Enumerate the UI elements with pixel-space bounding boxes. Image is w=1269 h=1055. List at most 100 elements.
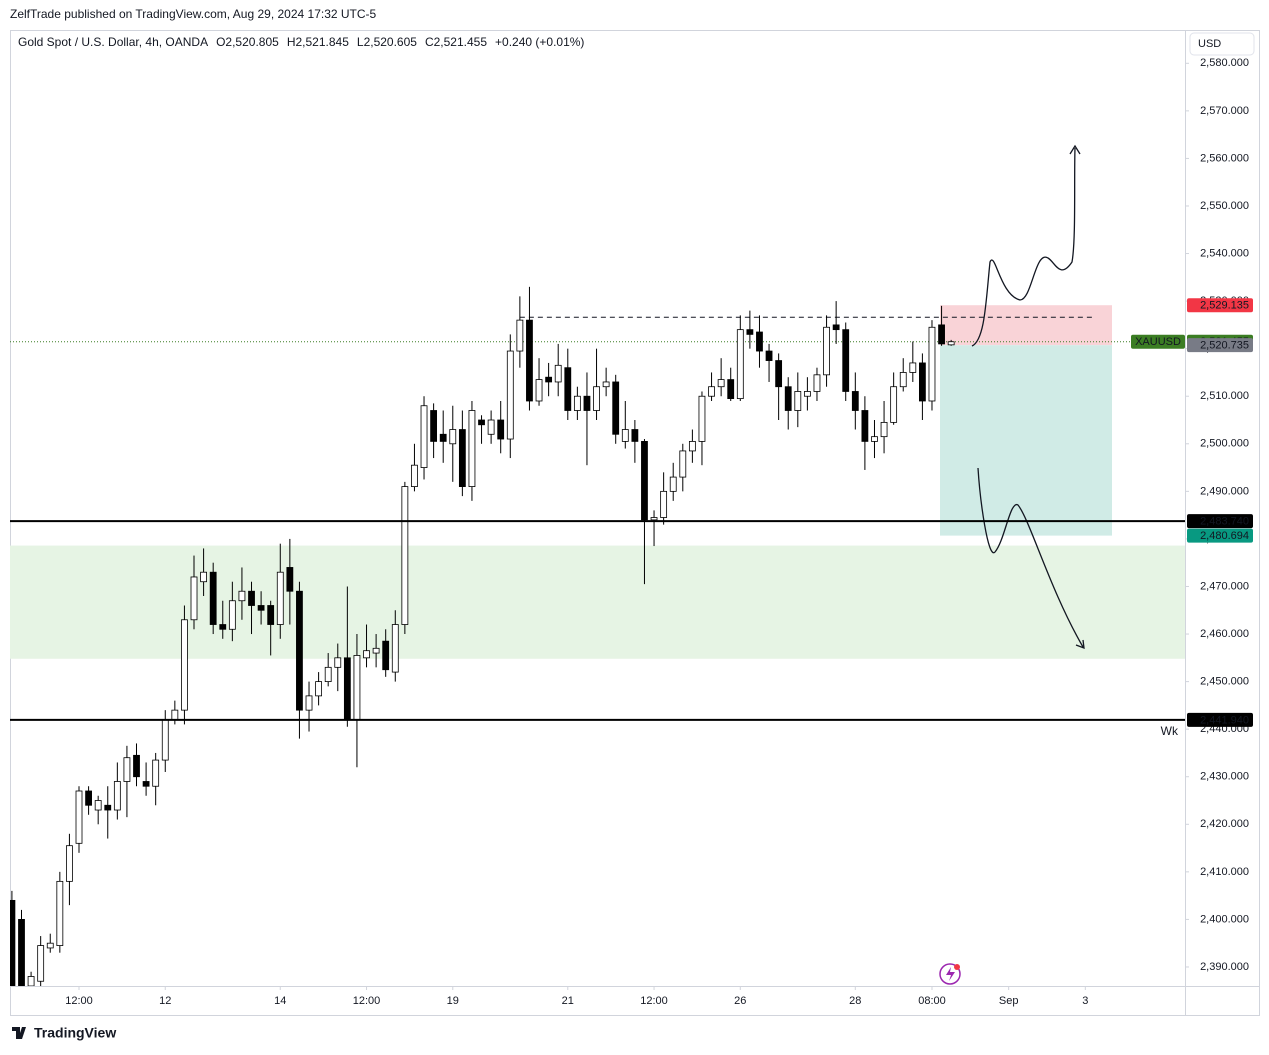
candle-body	[660, 490, 668, 518]
candle-body	[794, 391, 802, 411]
y-tick-label: 2,390.000	[1200, 961, 1249, 973]
candle-body	[909, 362, 917, 373]
x-tick-label: Sep	[999, 995, 1019, 1007]
target-zone	[940, 345, 1112, 536]
legend-part: 2,521.845	[295, 35, 349, 49]
candle-body	[641, 441, 648, 521]
level-note: Wk	[1161, 724, 1179, 738]
candle-body	[343, 657, 351, 721]
plot-area	[10, 286, 1185, 986]
candle-body	[775, 360, 783, 388]
x-tick-label: 12:00	[353, 995, 381, 1007]
candle-body	[353, 655, 361, 721]
down-arrow	[977, 467, 1084, 648]
candle-body	[554, 364, 562, 383]
candle-body	[583, 395, 591, 411]
candle-body	[363, 650, 370, 659]
candle-body	[27, 976, 35, 986]
candle-body	[200, 571, 207, 583]
x-tick-label: 26	[734, 995, 746, 1007]
candle-body	[861, 410, 869, 442]
x-tick-label: 12:00	[640, 995, 668, 1007]
x-tick-label: 14	[274, 995, 286, 1007]
candle-body	[94, 800, 102, 811]
candle-body	[803, 391, 811, 397]
candle-body	[296, 590, 303, 711]
candle-body	[161, 719, 169, 761]
y-tick-label: 2,540.000	[1200, 247, 1249, 259]
currency-button[interactable]	[1189, 32, 1255, 56]
candle-body	[334, 657, 342, 668]
y-tick-label: 2,550.000	[1200, 200, 1249, 212]
candle-body	[219, 624, 227, 630]
candle-body	[439, 433, 447, 442]
alert-dot	[954, 964, 960, 970]
candle-body	[104, 804, 112, 811]
y-tick-label: 2,490.000	[1200, 485, 1249, 497]
candle-body	[420, 405, 428, 468]
candle-body	[899, 372, 907, 388]
y-tick-label: 2,570.000	[1200, 105, 1249, 117]
candle-body	[305, 695, 313, 711]
y-tick-label: 2,510.000	[1200, 390, 1249, 402]
x-tick-label: 19	[447, 995, 459, 1007]
legend-part: +0.240 (+0.01%)	[495, 35, 584, 49]
price-label-bg	[1187, 712, 1253, 727]
candle-body	[928, 326, 936, 402]
candle-body	[286, 567, 294, 592]
candle-body	[612, 381, 620, 435]
legend-part: 2,520.805	[225, 35, 279, 49]
candle-body	[708, 386, 715, 397]
candle-body	[382, 640, 390, 671]
candle-body	[918, 362, 926, 402]
candle-body	[516, 319, 524, 352]
candle-body	[18, 919, 25, 986]
price-label: 2,480.694	[1200, 530, 1249, 542]
candle-body	[56, 880, 64, 946]
candle-body	[123, 757, 131, 782]
candle-body	[497, 419, 505, 440]
currency[interactable]: USD	[1198, 38, 1221, 50]
footer-brand: TradingView	[34, 1025, 116, 1041]
candle-body	[238, 590, 246, 602]
candle-body	[880, 421, 888, 438]
candle-body	[468, 410, 476, 487]
candle-body	[784, 386, 792, 411]
candle-body	[142, 781, 150, 787]
candle-body	[727, 379, 735, 400]
price-label-bg	[1187, 514, 1253, 529]
y-tick-label: 2,470.000	[1200, 580, 1249, 592]
candle-body	[66, 845, 73, 882]
candle-body	[823, 326, 830, 376]
symbol-label: XAUUSD	[1135, 336, 1181, 348]
candle-body	[276, 571, 284, 625]
candle-body	[257, 605, 265, 611]
candle-body	[372, 647, 380, 654]
tv-logo	[12, 1027, 26, 1039]
alert-icon-bolt	[946, 967, 955, 981]
publisher: ZelfTrade published on TradingView.com, …	[10, 7, 377, 21]
candle-body	[564, 367, 572, 411]
candle-body	[526, 319, 533, 402]
candle-body	[190, 576, 198, 621]
candle-body	[37, 945, 45, 982]
x-tick-label: 12	[159, 995, 171, 1007]
candle-body	[947, 341, 955, 346]
legend: Gold Spot / U.S. Dollar, 4h, OANDA O2,520…	[18, 35, 584, 49]
candle-body	[938, 324, 945, 345]
candle-body	[228, 600, 236, 630]
legend-part: H	[287, 35, 296, 49]
alert-icon[interactable]	[939, 963, 961, 985]
price-label: 2,441.940	[1200, 714, 1249, 726]
candle-body	[85, 790, 92, 806]
candle-body	[209, 571, 217, 625]
x-tick-label: 21	[562, 995, 574, 1007]
candle-body	[621, 429, 629, 442]
candle-body	[688, 441, 696, 452]
price-label-bg	[1187, 338, 1253, 353]
y-tick-label: 2,450.000	[1200, 676, 1249, 688]
candle-body	[602, 381, 610, 388]
candle-body	[248, 590, 255, 606]
y-tick-label: 2,430.000	[1200, 771, 1249, 783]
